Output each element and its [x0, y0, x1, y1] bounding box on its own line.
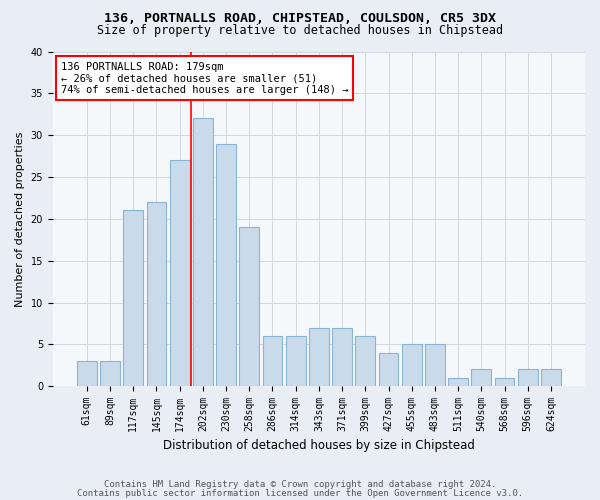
Text: Contains HM Land Registry data © Crown copyright and database right 2024.: Contains HM Land Registry data © Crown c… [104, 480, 496, 489]
Bar [472, 370, 491, 386]
Bar [124, 210, 143, 386]
Bar [286, 336, 305, 386]
Bar [494, 378, 514, 386]
Bar [332, 328, 352, 386]
Bar [170, 160, 190, 386]
Bar [448, 378, 468, 386]
Bar [541, 370, 561, 386]
Bar [379, 352, 398, 386]
Bar [100, 361, 120, 386]
Y-axis label: Number of detached properties: Number of detached properties [15, 131, 25, 306]
Bar [239, 227, 259, 386]
Bar [193, 118, 213, 386]
Bar [309, 328, 329, 386]
Text: 136 PORTNALLS ROAD: 179sqm
← 26% of detached houses are smaller (51)
74% of semi: 136 PORTNALLS ROAD: 179sqm ← 26% of deta… [61, 62, 348, 94]
Bar [518, 370, 538, 386]
Text: Contains public sector information licensed under the Open Government Licence v3: Contains public sector information licen… [77, 488, 523, 498]
Bar [355, 336, 375, 386]
Bar [402, 344, 422, 386]
X-axis label: Distribution of detached houses by size in Chipstead: Distribution of detached houses by size … [163, 440, 475, 452]
Bar [263, 336, 283, 386]
Text: 136, PORTNALLS ROAD, CHIPSTEAD, COULSDON, CR5 3DX: 136, PORTNALLS ROAD, CHIPSTEAD, COULSDON… [104, 12, 496, 26]
Bar [146, 202, 166, 386]
Text: Size of property relative to detached houses in Chipstead: Size of property relative to detached ho… [97, 24, 503, 37]
Bar [77, 361, 97, 386]
Bar [216, 144, 236, 386]
Bar [425, 344, 445, 386]
